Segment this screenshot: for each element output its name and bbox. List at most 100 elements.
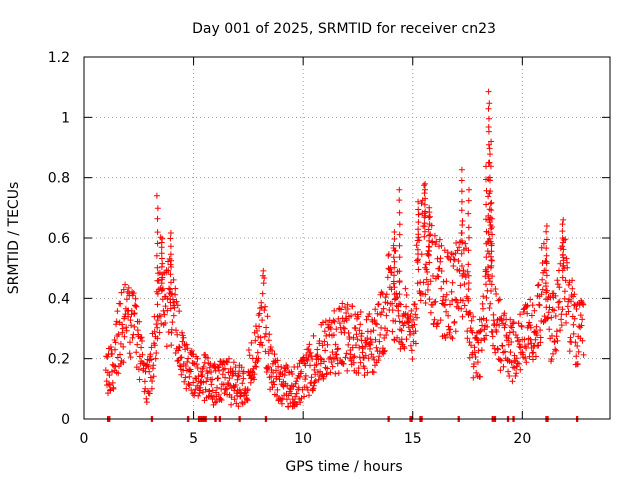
data-point <box>415 198 422 205</box>
data-point <box>190 379 197 386</box>
data-point <box>431 232 438 239</box>
data-point <box>471 349 478 356</box>
data-point <box>412 328 419 335</box>
data-point <box>517 344 524 351</box>
data-point <box>134 341 141 348</box>
data-point <box>206 364 213 371</box>
data-point <box>215 364 222 371</box>
data-point <box>355 313 362 320</box>
data-point <box>331 318 338 325</box>
data-point <box>365 355 372 362</box>
data-point <box>396 300 403 307</box>
data-point <box>486 206 493 213</box>
data-point <box>228 401 235 408</box>
data-point <box>181 378 188 385</box>
data-point <box>535 342 542 349</box>
data-point <box>176 344 183 351</box>
data-point <box>525 341 532 348</box>
data-point <box>304 357 311 364</box>
data-point <box>532 336 539 343</box>
data-point <box>154 313 161 320</box>
data-point <box>548 356 555 363</box>
data-point <box>450 263 457 269</box>
data-point <box>321 338 328 345</box>
data-point <box>308 374 315 381</box>
data-point <box>269 347 276 354</box>
data-point <box>232 364 239 371</box>
data-point <box>136 318 143 325</box>
data-point <box>162 303 169 310</box>
data-point <box>465 247 472 254</box>
data-point <box>153 252 160 259</box>
data-point <box>106 372 113 379</box>
data-point <box>204 370 211 377</box>
data-point <box>553 328 560 335</box>
data-point <box>458 166 465 173</box>
data-point <box>426 237 433 244</box>
data-point <box>176 362 183 369</box>
data-point <box>433 321 440 328</box>
data-point <box>427 213 433 220</box>
data-point <box>174 302 181 309</box>
data-point <box>514 360 521 367</box>
data-point <box>321 328 328 335</box>
data-point <box>421 233 428 240</box>
data-point <box>485 271 492 278</box>
data-point <box>391 236 398 242</box>
data-point <box>433 238 440 245</box>
data-point <box>449 335 456 342</box>
data-point <box>497 367 504 374</box>
data-point <box>244 397 251 404</box>
data-point <box>276 376 283 383</box>
data-point <box>167 271 174 278</box>
data-point <box>559 306 566 313</box>
data-point <box>268 373 275 380</box>
data-point <box>487 163 494 170</box>
data-point <box>333 326 340 333</box>
data-point <box>312 378 319 384</box>
data-point <box>464 268 471 275</box>
data-point <box>446 329 453 336</box>
data-point <box>562 236 569 243</box>
data-point <box>335 345 341 352</box>
data-point <box>263 324 270 331</box>
data-point <box>556 284 563 291</box>
data-point <box>154 335 161 342</box>
data-point <box>377 331 384 338</box>
data-point <box>456 268 463 274</box>
data-point <box>159 235 166 242</box>
data-point <box>257 339 264 346</box>
data-point <box>375 301 382 307</box>
data-point <box>459 263 465 269</box>
data-point <box>332 341 339 348</box>
data-point <box>412 311 419 318</box>
data-point <box>357 359 364 366</box>
data-point <box>534 282 541 289</box>
data-point <box>457 282 464 289</box>
data-point <box>508 324 515 331</box>
data-point <box>164 295 171 302</box>
data-point <box>505 368 512 375</box>
data-point <box>521 336 528 343</box>
data-point <box>414 259 421 266</box>
data-point <box>512 332 519 338</box>
data-point <box>162 320 169 326</box>
data-point <box>539 286 546 293</box>
data-point <box>158 276 165 283</box>
data-point <box>562 277 569 284</box>
data-point <box>573 306 580 312</box>
data-point <box>480 305 486 312</box>
data-point <box>555 304 562 311</box>
data-point <box>341 325 348 332</box>
data-point <box>543 252 550 259</box>
data-point <box>486 235 493 242</box>
data-point <box>481 336 488 343</box>
data-point <box>132 302 139 309</box>
data-point <box>461 281 468 288</box>
data-point <box>176 308 183 315</box>
data-point <box>426 214 432 221</box>
data-point <box>507 349 514 356</box>
data-point <box>425 281 432 288</box>
data-point <box>167 230 174 236</box>
data-point <box>468 317 475 324</box>
